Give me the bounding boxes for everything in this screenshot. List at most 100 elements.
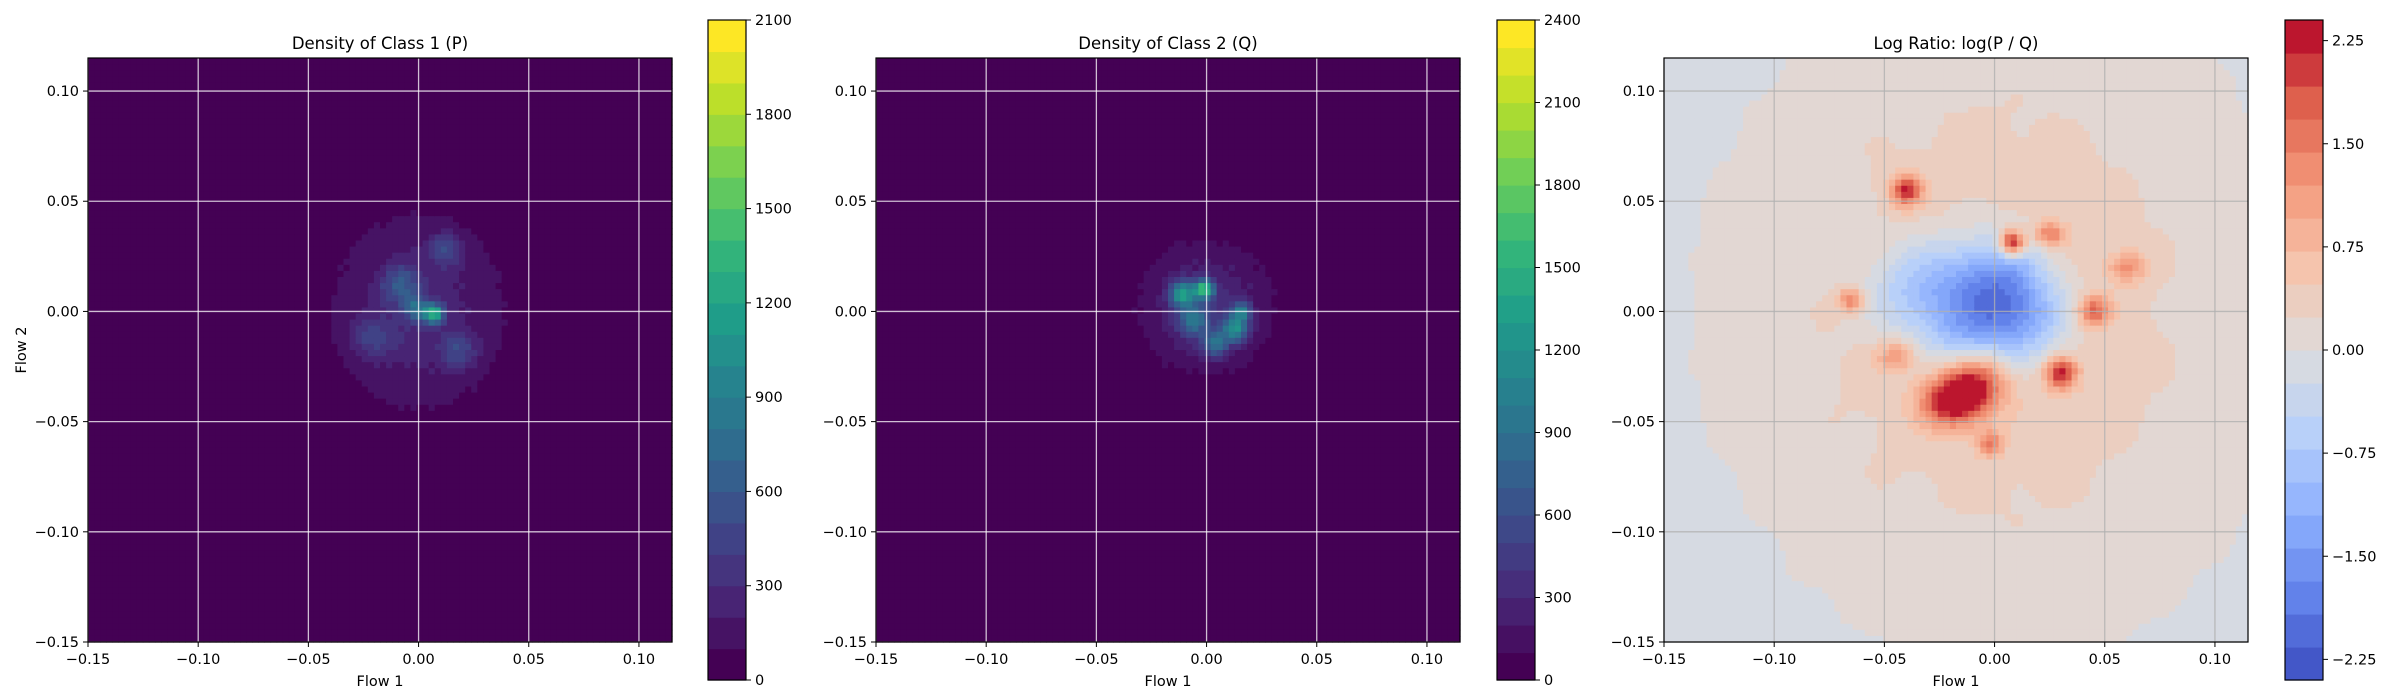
heatmap-cell [216, 545, 223, 552]
heatmap-cell [356, 581, 363, 588]
heatmap-cell [319, 399, 326, 406]
heatmap-cell [331, 271, 338, 278]
heatmap-cell [131, 423, 138, 430]
heatmap-cell [161, 466, 168, 473]
heatmap-cell [204, 326, 211, 333]
heatmap-cell [398, 338, 405, 345]
heatmap-cell [277, 295, 284, 302]
heatmap-cell [362, 587, 369, 594]
heatmap-cell [325, 271, 332, 278]
heatmap-cell [325, 192, 332, 199]
heatmap-cell [131, 606, 138, 613]
heatmap-cell [380, 107, 387, 114]
heatmap-cell [325, 222, 332, 229]
heatmap-cell [204, 95, 211, 102]
heatmap-cell [137, 362, 144, 369]
heatmap-cell [264, 520, 271, 527]
heatmap-cell [88, 411, 95, 418]
heatmap-cell [337, 374, 344, 381]
heatmap-cell [228, 551, 235, 558]
heatmap-cell [258, 314, 265, 321]
heatmap-cell [344, 241, 351, 248]
heatmap-cell [344, 314, 351, 321]
heatmap-cell [344, 289, 351, 296]
heatmap-cell [173, 137, 180, 144]
heatmap-cell [100, 380, 107, 387]
heatmap-cell [210, 70, 217, 77]
heatmap-cell [271, 618, 278, 625]
heatmap-cell [204, 423, 211, 430]
heatmap-cell [173, 380, 180, 387]
heatmap-cell [106, 387, 113, 394]
heatmap-cell [344, 161, 351, 168]
heatmap-cell [374, 606, 381, 613]
heatmap-cell [131, 344, 138, 351]
heatmap-cell [149, 58, 156, 65]
heatmap-cell [88, 234, 95, 241]
heatmap-cell [173, 76, 180, 83]
heatmap-cell [216, 508, 223, 515]
heatmap-cell [106, 508, 113, 515]
heatmap-cell [246, 314, 253, 321]
heatmap-cell [404, 82, 411, 89]
heatmap-cell [258, 441, 265, 448]
heatmap-cell [191, 508, 198, 515]
heatmap-cell [173, 95, 180, 102]
heatmap-cell [112, 593, 119, 600]
heatmap-cell [319, 314, 326, 321]
heatmap-cell [313, 344, 320, 351]
heatmap-cell [167, 575, 174, 582]
heatmap-cell [204, 338, 211, 345]
heatmap-cell [106, 131, 113, 138]
heatmap-cell [155, 234, 162, 241]
heatmap-cell [264, 405, 271, 412]
heatmap-cell [173, 64, 180, 71]
heatmap-cell [185, 265, 192, 272]
heatmap-cell [398, 344, 405, 351]
heatmap-cell [398, 630, 405, 637]
heatmap-cell [337, 411, 344, 418]
heatmap-cell [392, 460, 399, 467]
heatmap-cell [216, 143, 223, 150]
heatmap-cell [112, 301, 119, 308]
heatmap-cell [228, 210, 235, 217]
heatmap-cell [374, 460, 381, 467]
heatmap-cell [118, 435, 125, 442]
heatmap-cell [392, 472, 399, 479]
heatmap-cell [258, 113, 265, 120]
heatmap-cell [179, 174, 186, 181]
heatmap-cell [234, 599, 241, 606]
heatmap-cell [319, 234, 326, 241]
heatmap-cell [356, 618, 363, 625]
heatmap-cell [173, 180, 180, 187]
heatmap-cell [125, 417, 132, 424]
heatmap-cell [94, 174, 101, 181]
heatmap-cell [356, 216, 363, 223]
heatmap-cell [350, 563, 357, 570]
heatmap-cell [88, 587, 95, 594]
heatmap-cell [173, 241, 180, 248]
heatmap-cell [283, 393, 290, 400]
heatmap-cell [331, 332, 338, 339]
heatmap-cell [386, 612, 393, 619]
heatmap-cell [325, 76, 332, 83]
heatmap-cell [88, 265, 95, 272]
heatmap-cell [374, 551, 381, 558]
heatmap-cell [210, 168, 217, 175]
heatmap-cell [88, 387, 95, 394]
heatmap-cell [252, 466, 259, 473]
heatmap-cell [210, 618, 217, 625]
heatmap-cell [368, 387, 375, 394]
heatmap-cell [368, 606, 375, 613]
heatmap-cell [240, 137, 247, 144]
heatmap-cell [191, 575, 198, 582]
heatmap-cell [392, 155, 399, 162]
heatmap-cell [398, 502, 405, 509]
heatmap-cell [88, 429, 95, 436]
heatmap-cell [301, 174, 308, 181]
heatmap-cell [331, 441, 338, 448]
heatmap-cell [277, 125, 284, 132]
heatmap-cell [161, 441, 168, 448]
heatmap-cell [264, 259, 271, 266]
heatmap-cell [210, 350, 217, 357]
